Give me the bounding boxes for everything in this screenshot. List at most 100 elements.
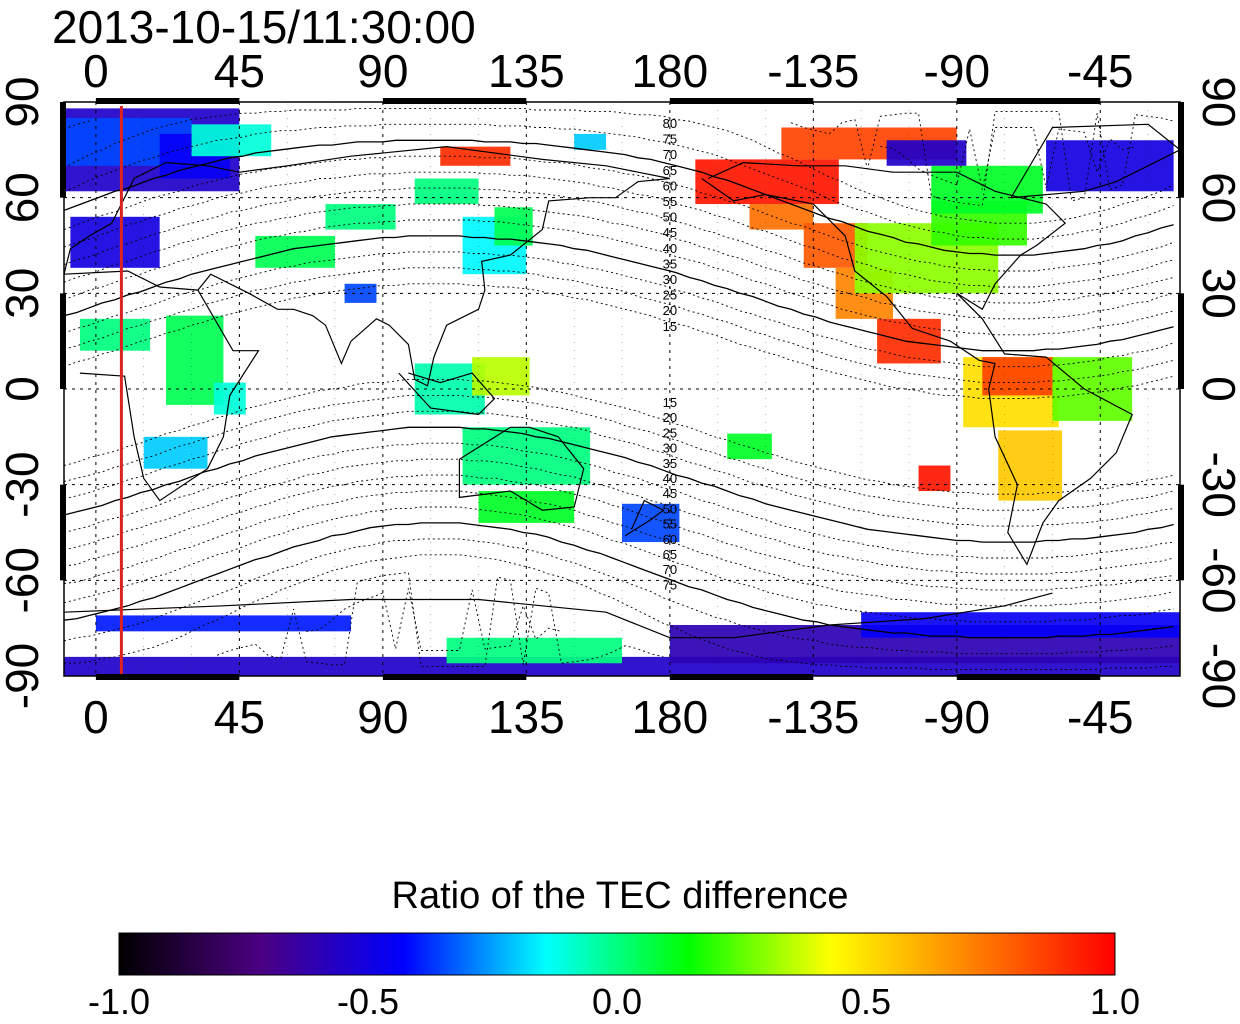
lat-tick-right: 30 xyxy=(1193,268,1240,319)
lat-tick-left: 0 xyxy=(0,376,48,402)
lon-tick-top: -45 xyxy=(1067,45,1133,97)
frame-bar-top xyxy=(669,98,814,104)
contour-label-south: 45 xyxy=(663,486,677,501)
lat-tick-left: -60 xyxy=(0,547,48,613)
lon-tick-top: 180 xyxy=(631,45,708,97)
frame-bar-bottom xyxy=(382,674,527,680)
frame-bar-right xyxy=(1178,484,1184,581)
tec-patch xyxy=(574,133,607,150)
coastlines xyxy=(64,123,1180,639)
magnetic-contour xyxy=(64,139,1174,256)
contour-label-north: 35 xyxy=(663,256,677,271)
contour-label-south: 70 xyxy=(663,562,677,577)
lon-tick-bottom: -90 xyxy=(924,691,990,743)
magnetic-contour xyxy=(64,490,1174,607)
tec-patch xyxy=(1046,140,1174,192)
lat-tick-right: -30 xyxy=(1193,451,1240,517)
contour-label-south: 25 xyxy=(663,425,677,440)
contour-label-south: 65 xyxy=(663,547,677,562)
magnetic-contour xyxy=(64,458,1174,575)
tec-patch xyxy=(255,235,336,268)
lon-tick-top: -90 xyxy=(924,45,990,97)
lon-tick-top: -135 xyxy=(767,45,859,97)
frame-bar-left xyxy=(60,102,66,198)
coastline xyxy=(624,499,665,537)
tec-patch xyxy=(446,637,622,664)
contour-label-south: 60 xyxy=(663,532,677,547)
lat-tick-left: 60 xyxy=(0,172,48,223)
lat-tick-right: -90 xyxy=(1193,643,1240,709)
tec-patch xyxy=(70,216,160,268)
magnetic-contour xyxy=(64,203,1174,320)
frame-bar-right xyxy=(1178,293,1184,389)
lon-tick-top: 135 xyxy=(488,45,565,97)
magnetic-contour xyxy=(64,538,1174,655)
contour-label-north: 65 xyxy=(663,163,677,178)
tec-patch xyxy=(191,124,272,157)
contour-label-south: 55 xyxy=(663,517,677,532)
contour-label-north: 70 xyxy=(663,147,677,162)
contour-label-north: 45 xyxy=(663,225,677,240)
magnetic-contour xyxy=(64,410,1174,527)
coastline xyxy=(458,426,585,511)
lat-tick-left: -90 xyxy=(0,643,48,709)
frame-bar-top xyxy=(382,98,527,104)
colorbar-tick-label: 0.0 xyxy=(591,981,643,1022)
lon-tick-bottom: 135 xyxy=(488,691,565,743)
contour-label-north: 25 xyxy=(663,288,677,303)
tec-patch xyxy=(143,436,208,469)
coastline xyxy=(197,177,670,387)
tec-patch xyxy=(95,615,351,632)
magnetic-contour xyxy=(64,267,1174,384)
lat-tick-left: -30 xyxy=(0,451,48,517)
magnetic-contour xyxy=(64,251,1174,368)
contour-label-south: 20 xyxy=(663,410,677,425)
coastline xyxy=(1010,123,1180,199)
lat-tick-right: -60 xyxy=(1193,547,1240,613)
contour-label-north: 55 xyxy=(663,194,677,209)
contour-label-south: 35 xyxy=(663,456,677,471)
contour-label-south: 30 xyxy=(663,441,677,456)
tec-patch xyxy=(918,465,951,492)
contour-label-north: 20 xyxy=(663,303,677,318)
contour-label-south: 15 xyxy=(663,395,677,410)
timestamp-title: 2013-10-15/11:30:00 xyxy=(52,1,476,53)
frame-bar-bottom xyxy=(956,674,1101,680)
magnetic-contour xyxy=(64,522,1174,639)
magnetic-contour xyxy=(64,155,1174,272)
frame-bar-left xyxy=(60,293,66,389)
colorbar xyxy=(118,932,1116,976)
magnetic-contour xyxy=(64,187,1174,304)
contour-label-south: 75 xyxy=(663,577,677,592)
contour-label-north: 40 xyxy=(663,241,677,256)
magnetic-contour xyxy=(64,171,1174,288)
magnetic-contour xyxy=(880,127,1136,190)
frame-bar-bottom xyxy=(95,674,240,680)
magnetic-contour xyxy=(64,111,1174,207)
magnetic-contour xyxy=(306,588,562,651)
lat-tick-right: 90 xyxy=(1193,76,1240,127)
coastline xyxy=(64,145,670,275)
colorbar-tick-label: 0.5 xyxy=(840,981,892,1022)
contour-label-north: 30 xyxy=(663,272,677,287)
lat-tick-right: 60 xyxy=(1193,172,1240,223)
lon-tick-top: 90 xyxy=(357,45,408,97)
frame-bar-right xyxy=(1178,102,1184,198)
lon-tick-top: 0 xyxy=(83,45,109,97)
lat-tick-right: 0 xyxy=(1193,376,1240,402)
tec-patches xyxy=(64,108,1180,676)
lat-tick-left: 30 xyxy=(0,268,48,319)
magnetic-latitude-contours xyxy=(64,107,1174,671)
frame-bar-bottom xyxy=(669,674,814,680)
contour-label-north: 50 xyxy=(663,210,677,225)
colorbar-title: Ratio of the TEC difference xyxy=(391,875,849,917)
tec-patch xyxy=(727,433,772,460)
contour-label-south: 50 xyxy=(663,501,677,516)
lon-tick-bottom: 90 xyxy=(357,691,408,743)
tec-patch xyxy=(79,318,151,351)
magnetic-contour xyxy=(64,378,1174,495)
magnetic-contour xyxy=(64,394,1174,511)
coastline xyxy=(64,270,260,502)
tec-patch xyxy=(325,204,396,230)
